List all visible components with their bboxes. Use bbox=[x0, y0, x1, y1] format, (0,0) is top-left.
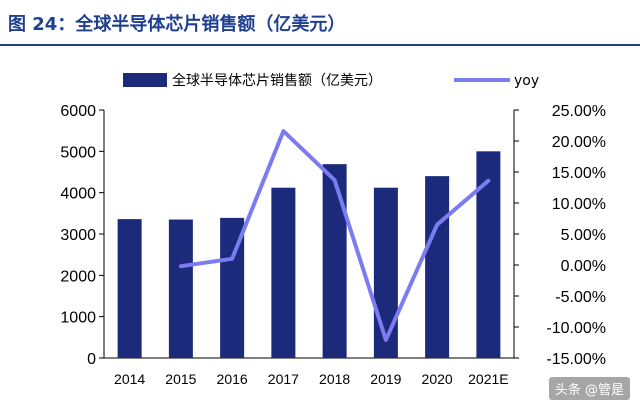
y-right-tick-label: -5.00% bbox=[555, 289, 606, 306]
legend-bar-swatch bbox=[123, 73, 167, 87]
bar bbox=[373, 187, 398, 358]
figure-title: 图 24：全球半导体芯片销售额（亿美元） bbox=[8, 14, 346, 35]
x-tick-label: 2016 bbox=[217, 371, 248, 387]
plot-area: 0 1000 2000 3000 4000 5000 6000 -15.00% -10.00% -… bbox=[60, 103, 606, 387]
bar bbox=[322, 164, 347, 358]
x-tick-label: 2017 bbox=[268, 371, 299, 387]
y-right-tick-label: 15.00% bbox=[552, 165, 606, 182]
legend: 全球半导体芯片销售额（亿美元） yoy bbox=[123, 72, 539, 89]
y-left-tick-label: 5000 bbox=[60, 144, 96, 161]
y-left-tick-label: 6000 bbox=[60, 103, 96, 120]
bar bbox=[425, 176, 450, 358]
y-right-tick-label: 10.00% bbox=[552, 196, 606, 213]
y-right-tick-label: 5.00% bbox=[561, 227, 606, 244]
x-tick-label: 2019 bbox=[370, 371, 401, 387]
x-tick-label: 2014 bbox=[114, 371, 145, 387]
y-left-tick-label: 4000 bbox=[60, 186, 96, 203]
x-tick-label: 2021E bbox=[468, 371, 508, 387]
y-left-tick-label: 0 bbox=[87, 351, 96, 368]
y-left-tick-label: 3000 bbox=[60, 227, 96, 244]
y-right-tick-label: -10.00% bbox=[546, 320, 606, 337]
y-right-tick-label: 20.00% bbox=[552, 134, 606, 151]
y-right-tick-label: 0.00% bbox=[561, 258, 606, 275]
x-tick-label: 2018 bbox=[319, 371, 350, 387]
x-tick-label: 2015 bbox=[165, 371, 196, 387]
yoy-line bbox=[178, 129, 491, 342]
y-right-tick-label: 25.00% bbox=[552, 103, 606, 120]
title-divider bbox=[0, 44, 640, 46]
bar bbox=[271, 187, 296, 358]
watermark: 头条 @管是 bbox=[548, 377, 630, 400]
legend-bar-label: 全球半导体芯片销售额（亿美元） bbox=[172, 72, 382, 89]
y-left-tick-label: 1000 bbox=[60, 310, 96, 327]
bar bbox=[168, 219, 193, 358]
bar bbox=[117, 219, 142, 358]
y-right-tick-label: -15.00% bbox=[546, 351, 606, 368]
legend-line-label: yoy bbox=[514, 73, 539, 89]
x-tick-label: 2020 bbox=[422, 371, 453, 387]
y-left-tick-label: 2000 bbox=[60, 268, 96, 285]
